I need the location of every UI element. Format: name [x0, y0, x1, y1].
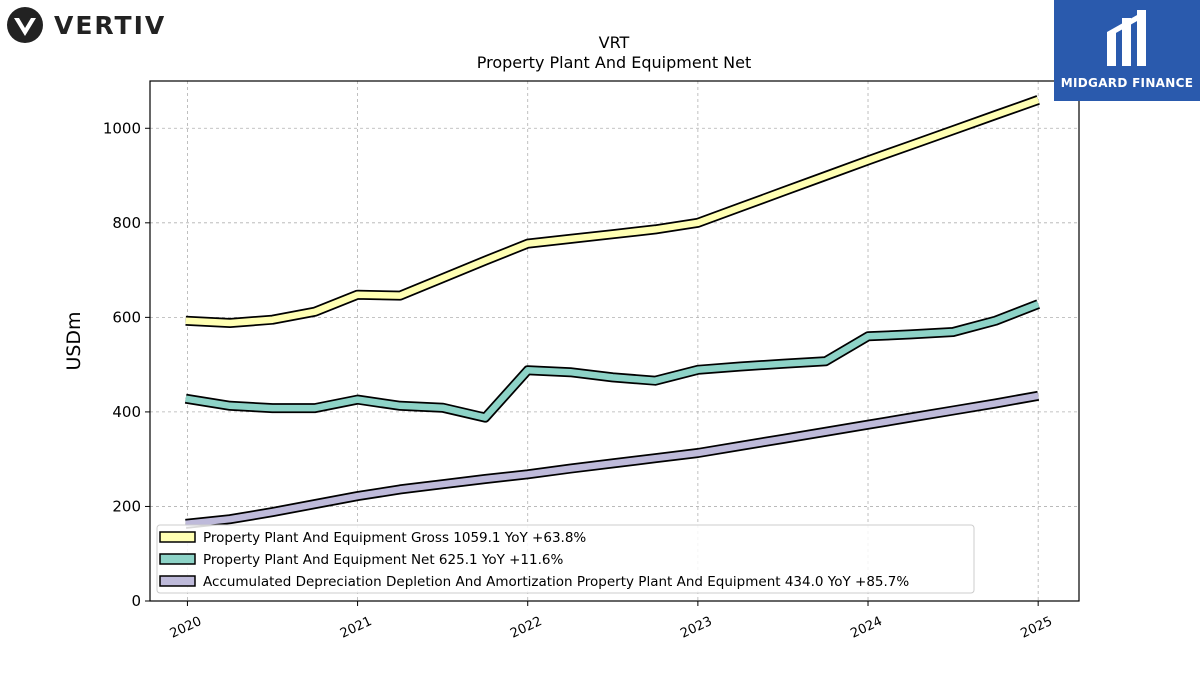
legend-item: Property Plant And Equipment Gross 1059.… — [159, 530, 586, 546]
x-tick-label: 2021 — [338, 614, 374, 642]
chart-title: VRT — [599, 33, 630, 52]
vertiv-logo: VERTIV — [6, 6, 166, 44]
legend-label: Property Plant And Equipment Net 625.1 Y… — [203, 552, 563, 568]
vertiv-wordmark: VERTIV — [54, 10, 167, 40]
x-tick-label: 2022 — [508, 614, 544, 642]
series-line-outline — [184, 299, 1041, 423]
legend-item: Property Plant And Equipment Net 625.1 Y… — [159, 552, 563, 568]
x-tick-label: 2020 — [168, 614, 204, 642]
y-tick-label: 0 — [131, 592, 141, 610]
series-line-fill — [185, 301, 1040, 421]
legend-label: Accumulated Depreciation Depletion And A… — [203, 574, 909, 590]
legend: Property Plant And Equipment Gross 1059.… — [156, 524, 975, 594]
chart-subtitle: Property Plant And Equipment Net — [477, 53, 752, 72]
legend-box — [156, 524, 975, 594]
series-line-outline — [185, 95, 1040, 328]
y-tick-label: 800 — [112, 214, 141, 232]
y-tick-label: 1000 — [103, 119, 141, 137]
midgard-logo-icon — [1107, 10, 1146, 66]
legend-item: Accumulated Depreciation Depletion And A… — [159, 574, 909, 590]
grid-lines — [150, 81, 1079, 602]
x-tick-label: 2025 — [1019, 614, 1055, 642]
x-tick-label: 2024 — [848, 614, 884, 642]
midgard-logo: MIDGARD FINANCE — [1054, 0, 1200, 101]
series-line-fill — [185, 392, 1039, 528]
y-tick-label: 600 — [112, 308, 141, 326]
series-line-3 — [185, 390, 1040, 529]
x-tick-label: 2023 — [678, 614, 714, 642]
legend-swatch — [159, 553, 196, 565]
series-lines — [184, 95, 1041, 529]
vertiv-logo-icon — [7, 7, 43, 43]
y-tick-label: 400 — [112, 403, 141, 421]
midgard-wordmark: MIDGARD FINANCE — [1060, 76, 1194, 90]
series-line-2 — [184, 299, 1041, 423]
y-axis-label: USDm — [63, 311, 85, 370]
plot-frame — [149, 80, 1080, 602]
legend-swatch — [159, 531, 196, 543]
x-axis-ticks: 2020 2021 2022 2023 2024 2025 — [168, 601, 1055, 642]
legend-swatch — [159, 575, 196, 587]
series-line-1 — [185, 95, 1040, 328]
legend-label: Property Plant And Equipment Gross 1059.… — [203, 530, 586, 546]
series-line-fill — [185, 96, 1040, 327]
y-tick-label: 200 — [112, 497, 141, 515]
y-axis-ticks: 0 200 400 600 800 1000 — [103, 119, 150, 610]
